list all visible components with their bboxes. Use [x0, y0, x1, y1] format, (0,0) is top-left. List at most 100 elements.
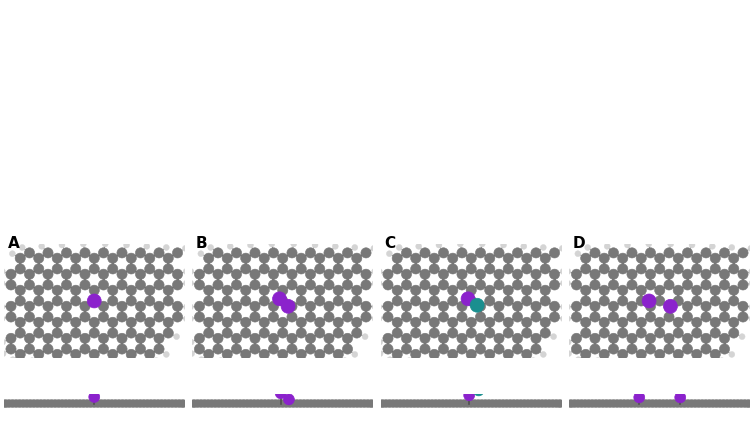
Circle shape	[719, 269, 730, 279]
Circle shape	[333, 285, 343, 295]
Circle shape	[428, 399, 436, 407]
Circle shape	[321, 399, 329, 407]
Circle shape	[108, 285, 118, 295]
Circle shape	[328, 399, 336, 407]
Circle shape	[98, 312, 109, 322]
Circle shape	[257, 399, 265, 407]
Circle shape	[645, 248, 656, 258]
Circle shape	[133, 359, 139, 365]
Circle shape	[670, 399, 678, 407]
Circle shape	[71, 296, 81, 306]
Circle shape	[324, 312, 334, 322]
Circle shape	[429, 253, 440, 263]
Circle shape	[353, 399, 361, 407]
Circle shape	[126, 253, 136, 263]
Circle shape	[268, 248, 279, 258]
Circle shape	[158, 399, 166, 407]
Circle shape	[663, 399, 671, 407]
Circle shape	[673, 349, 683, 360]
Circle shape	[550, 280, 559, 290]
Circle shape	[24, 301, 35, 311]
Circle shape	[198, 357, 204, 363]
Circle shape	[182, 245, 188, 251]
Circle shape	[411, 264, 421, 274]
Circle shape	[34, 285, 44, 295]
Circle shape	[342, 358, 348, 364]
Circle shape	[420, 269, 430, 279]
Circle shape	[287, 269, 297, 279]
Circle shape	[673, 285, 683, 295]
Circle shape	[615, 359, 621, 365]
Circle shape	[691, 285, 702, 295]
Circle shape	[457, 333, 467, 343]
Circle shape	[164, 351, 169, 357]
Circle shape	[429, 296, 440, 306]
Circle shape	[259, 360, 264, 366]
Circle shape	[738, 269, 748, 279]
Circle shape	[364, 399, 372, 407]
Circle shape	[6, 301, 16, 311]
Circle shape	[296, 296, 306, 306]
Circle shape	[541, 351, 546, 357]
Circle shape	[654, 264, 665, 274]
Circle shape	[89, 317, 100, 328]
Circle shape	[738, 312, 748, 322]
Circle shape	[180, 404, 185, 409]
Circle shape	[372, 268, 378, 275]
Circle shape	[389, 399, 397, 407]
Circle shape	[541, 244, 546, 251]
Circle shape	[305, 269, 316, 279]
Circle shape	[296, 399, 305, 407]
Circle shape	[250, 312, 260, 322]
Circle shape	[710, 328, 720, 338]
Circle shape	[268, 280, 279, 290]
Circle shape	[475, 280, 486, 290]
Circle shape	[475, 312, 486, 322]
Circle shape	[351, 328, 362, 338]
Circle shape	[565, 280, 571, 286]
Circle shape	[531, 333, 541, 343]
Circle shape	[268, 301, 279, 311]
Circle shape	[654, 317, 665, 328]
Circle shape	[438, 344, 449, 354]
Circle shape	[34, 317, 44, 328]
Circle shape	[566, 339, 572, 345]
Circle shape	[362, 334, 368, 339]
Circle shape	[250, 344, 260, 354]
Circle shape	[524, 399, 532, 407]
Circle shape	[311, 399, 319, 407]
Circle shape	[173, 269, 182, 279]
Circle shape	[728, 317, 739, 328]
Circle shape	[145, 349, 155, 360]
Circle shape	[351, 264, 362, 274]
Circle shape	[624, 242, 630, 248]
Circle shape	[638, 399, 646, 407]
Circle shape	[466, 285, 477, 295]
Circle shape	[80, 280, 90, 290]
Circle shape	[710, 264, 720, 274]
Circle shape	[15, 349, 26, 360]
Circle shape	[401, 280, 412, 290]
Circle shape	[406, 358, 412, 364]
Circle shape	[480, 241, 485, 247]
Circle shape	[565, 304, 570, 310]
Circle shape	[485, 317, 495, 328]
Circle shape	[499, 399, 507, 407]
Circle shape	[98, 333, 109, 343]
Circle shape	[689, 242, 695, 248]
Circle shape	[522, 349, 532, 360]
Circle shape	[618, 328, 628, 338]
Circle shape	[222, 264, 232, 274]
Circle shape	[608, 333, 618, 343]
Circle shape	[608, 312, 618, 322]
Circle shape	[478, 399, 486, 407]
Circle shape	[296, 285, 306, 295]
Circle shape	[410, 399, 418, 407]
Circle shape	[574, 399, 582, 407]
Circle shape	[101, 399, 109, 407]
Circle shape	[314, 296, 325, 306]
Circle shape	[342, 301, 353, 311]
Circle shape	[66, 399, 73, 407]
Circle shape	[691, 253, 702, 263]
Circle shape	[485, 285, 495, 295]
